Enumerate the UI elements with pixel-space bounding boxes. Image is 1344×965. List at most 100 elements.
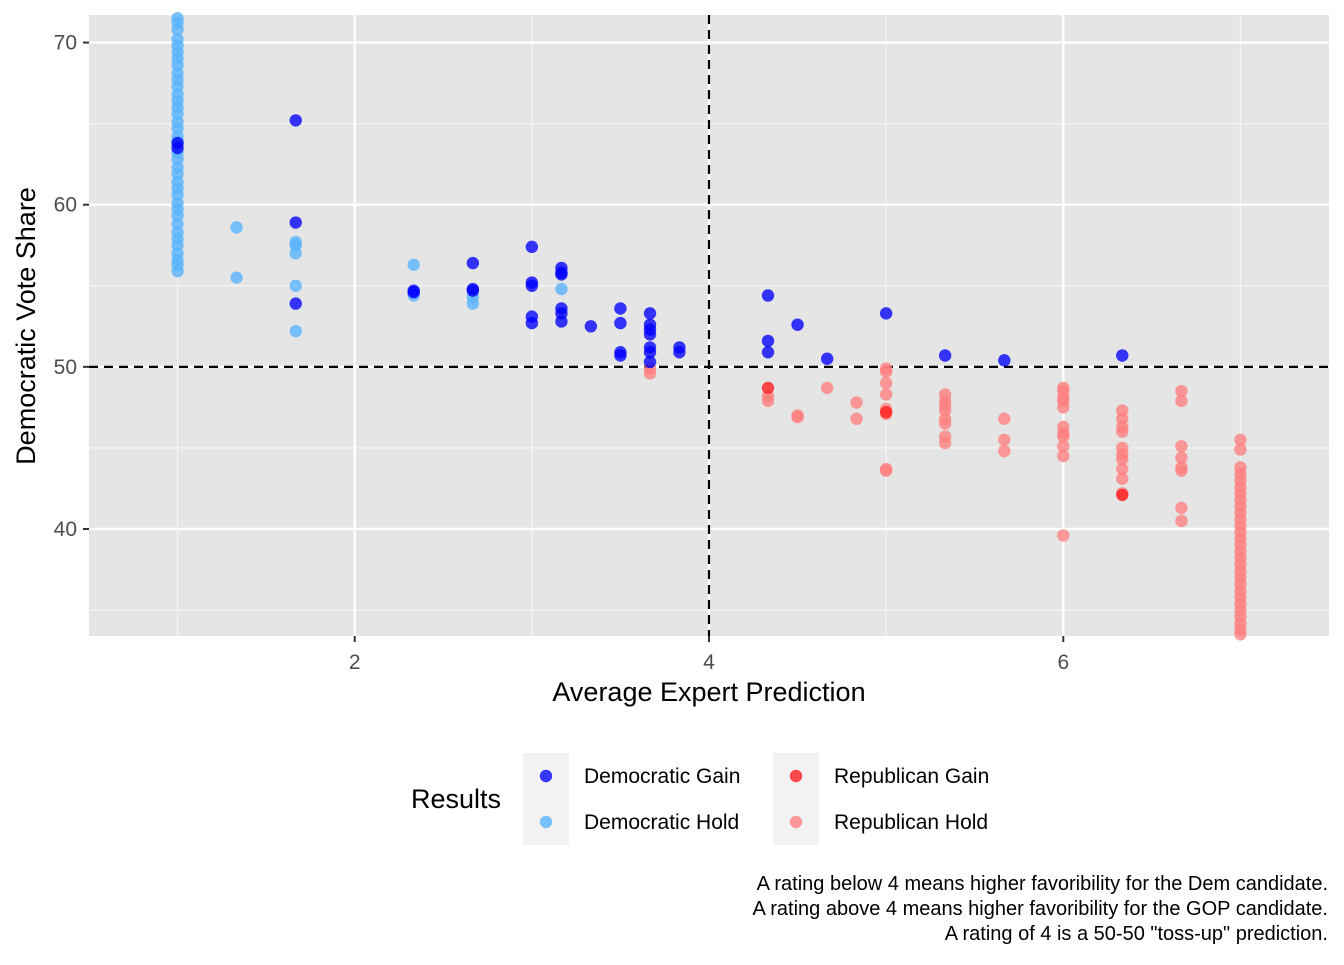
point-democratic-gain — [643, 328, 657, 341]
point-democratic-gain — [525, 279, 539, 292]
point-republican-gain — [879, 406, 893, 419]
point-republican-hold — [1234, 628, 1247, 641]
point-democratic-gain — [289, 216, 302, 229]
legend: Democratic Gain Democratic Hold Republican… — [523, 753, 989, 845]
point-democratic-gain — [761, 289, 775, 302]
point-democratic-gain — [761, 346, 775, 359]
legend-marker-democratic-hold — [539, 815, 553, 829]
point-democratic-gain — [289, 114, 302, 127]
point-democratic-gain — [761, 334, 775, 348]
legend-label-republican-hold: Republican Hold — [834, 811, 988, 834]
y-axis-ticks: 40 50 60 70 — [54, 32, 89, 541]
legend-title: Results — [411, 784, 501, 814]
point-republican-hold — [820, 381, 834, 395]
point-republican-hold — [761, 394, 775, 408]
point-democratic-hold — [289, 324, 302, 338]
point-republican-hold — [1234, 443, 1247, 456]
point-democratic-gain — [614, 316, 627, 330]
caption-line: A rating of 4 is a 50-50 "toss-up" predi… — [945, 923, 1328, 945]
point-republican-hold — [938, 417, 952, 430]
y-tick-label: 70 — [54, 32, 77, 55]
legend-label-democratic-gain: Democratic Gain — [584, 765, 740, 788]
point-democratic-gain — [643, 355, 657, 369]
point-republican-hold — [1175, 451, 1188, 464]
legend-label-democratic-hold: Democratic Hold — [584, 811, 739, 834]
x-tick-label: 4 — [703, 651, 715, 674]
point-republican-hold — [998, 444, 1011, 458]
point-republican-gain — [1116, 488, 1129, 502]
point-republican-hold — [1057, 529, 1070, 542]
point-democratic-hold — [289, 279, 302, 292]
point-democratic-gain — [643, 307, 657, 320]
point-republican-hold — [1057, 430, 1070, 443]
caption: A rating below 4 means higher favoribili… — [752, 873, 1328, 945]
point-democratic-gain — [466, 256, 480, 270]
point-republican-hold — [938, 436, 952, 450]
point-democratic-gain — [998, 354, 1011, 367]
point-republican-hold — [1057, 401, 1070, 414]
point-democratic-gain — [555, 315, 568, 328]
point-democratic-gain — [820, 352, 834, 365]
point-republican-hold — [1057, 440, 1070, 453]
point-republican-hold — [1175, 514, 1188, 528]
point-democratic-hold — [230, 221, 243, 234]
point-republican-hold — [1116, 472, 1129, 485]
point-democratic-gain — [525, 240, 539, 254]
point-democratic-hold — [407, 258, 420, 271]
point-republican-hold — [879, 388, 893, 401]
reference-lines — [89, 15, 1329, 636]
point-republican-hold — [879, 376, 893, 390]
point-democratic-gain — [673, 346, 686, 359]
point-republican-hold — [1234, 433, 1247, 447]
point-republican-hold — [791, 410, 804, 424]
y-tick-label: 60 — [54, 194, 77, 217]
point-democratic-gain — [407, 286, 420, 299]
caption-line: A rating below 4 means higher favoribili… — [757, 873, 1328, 895]
point-democratic-gain — [643, 346, 657, 359]
legend-label-republican-gain: Republican Gain — [834, 765, 989, 788]
point-democratic-gain — [289, 297, 302, 310]
point-democratic-gain — [1116, 349, 1129, 362]
caption-line: A rating above 4 means higher favoribili… — [752, 898, 1328, 920]
point-republican-gain — [761, 381, 775, 395]
point-republican-hold — [998, 412, 1011, 425]
point-democratic-hold — [555, 282, 568, 296]
point-democratic-gain — [614, 302, 627, 315]
point-democratic-gain — [879, 307, 893, 320]
point-republican-hold — [1175, 394, 1188, 408]
point-republican-hold — [643, 367, 657, 380]
point-democratic-hold — [171, 23, 184, 36]
point-democratic-hold — [230, 271, 243, 284]
x-axis-ticks: 2 4 6 — [349, 636, 1069, 674]
point-republican-hold — [1175, 464, 1188, 477]
legend-marker-republican-hold — [789, 815, 803, 829]
point-republican-hold — [1057, 449, 1070, 463]
point-republican-hold — [879, 464, 893, 477]
point-democratic-gain — [614, 349, 627, 362]
point-republican-hold — [1116, 453, 1129, 466]
y-tick-label: 50 — [54, 356, 77, 379]
point-republican-hold — [1175, 384, 1188, 398]
point-republican-hold — [879, 365, 893, 378]
point-republican-hold — [850, 396, 863, 409]
x-tick-label: 2 — [349, 651, 361, 674]
point-democratic-gain — [791, 318, 804, 331]
point-democratic-gain — [171, 136, 184, 150]
point-democratic-gain — [555, 268, 568, 281]
point-democratic-hold — [466, 297, 480, 310]
point-republican-hold — [1175, 440, 1188, 453]
point-democratic-hold — [289, 247, 302, 260]
point-democratic-gain — [525, 316, 539, 330]
y-axis-label: Democratic Vote Share — [11, 187, 41, 465]
point-democratic-gain — [584, 320, 598, 333]
data-points — [171, 12, 1247, 641]
point-democratic-gain — [938, 349, 952, 362]
legend-marker-republican-gain — [789, 769, 803, 783]
point-republican-hold — [1175, 501, 1188, 515]
legend-marker-democratic-gain — [539, 769, 553, 783]
point-republican-hold — [850, 412, 863, 425]
x-axis-label: Average Expert Prediction — [552, 677, 865, 707]
point-republican-hold — [1116, 462, 1129, 476]
